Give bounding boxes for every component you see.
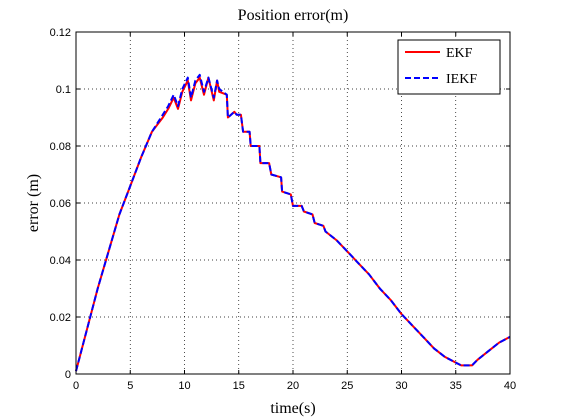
y-tick-label: 0.06 bbox=[50, 198, 71, 210]
tick-labels: 0 5 10 15 20 25 30 35 40 0 0.02 0.04 0.06 0.08 0.1 0.12 bbox=[50, 27, 517, 392]
y-tick-label: 0.12 bbox=[50, 27, 71, 39]
x-tick-label: 0 bbox=[73, 380, 79, 392]
x-tick-label: 5 bbox=[127, 380, 133, 392]
y-axis-label: error (m) bbox=[25, 174, 42, 232]
legend-label-iekf: IEKF bbox=[446, 72, 477, 87]
x-axis-label: time(s) bbox=[270, 400, 315, 417]
series-line-iekf bbox=[75, 73, 511, 372]
y-tick-label: 0.04 bbox=[50, 255, 71, 267]
y-tick-label: 0 bbox=[65, 369, 71, 381]
series-layer bbox=[75, 73, 511, 372]
x-tick-label: 35 bbox=[450, 380, 462, 392]
x-tick-label: 15 bbox=[233, 380, 245, 392]
y-tick-label: 0.08 bbox=[50, 141, 71, 153]
ticks bbox=[75, 31, 511, 375]
x-tick-label: 30 bbox=[395, 380, 407, 392]
legend-label-ekf: EKF bbox=[446, 46, 473, 61]
legend: EKF IEKF bbox=[397, 39, 501, 95]
chart-title: Position error(m) bbox=[238, 7, 349, 24]
legend-box bbox=[397, 39, 501, 95]
x-tick-label: 40 bbox=[504, 380, 516, 392]
x-tick-label: 10 bbox=[178, 380, 190, 392]
x-tick-label: 25 bbox=[341, 380, 353, 392]
y-tick-label: 0.02 bbox=[50, 312, 71, 324]
y-tick-label: 0.1 bbox=[56, 84, 71, 96]
x-tick-label: 20 bbox=[287, 380, 299, 392]
